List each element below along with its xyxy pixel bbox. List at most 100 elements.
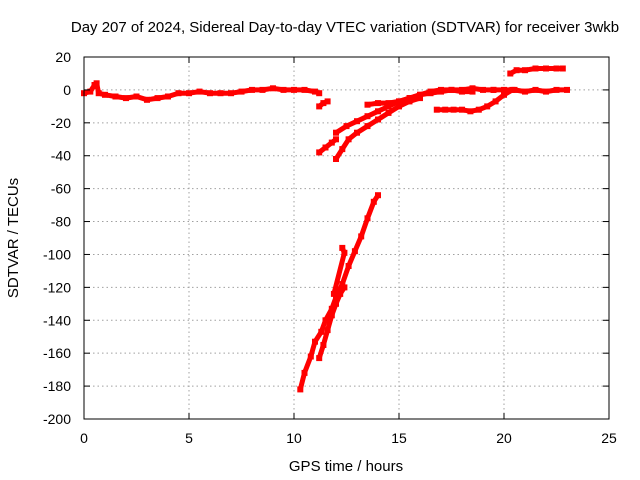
data-point [345,263,352,269]
data-point [484,103,491,110]
data-point [95,90,102,97]
data-point [438,86,444,93]
series-track-dip-track-c [333,95,423,162]
x-tick-label: 25 [601,430,617,446]
data-point [196,88,203,95]
data-point [543,65,549,72]
data-point [312,88,318,95]
data-point [522,67,528,74]
data-point [490,86,497,93]
data-point [320,100,327,107]
data-point [333,156,339,162]
data-point [324,98,331,105]
data-point [375,100,381,107]
data-point [475,106,482,113]
data-point [333,136,339,143]
data-point [396,98,402,105]
data-point [333,294,339,301]
data-point [87,88,94,95]
data-point [406,95,413,102]
data-point [339,146,346,153]
data-point [316,90,323,97]
data-point [102,91,108,98]
data-point [297,386,304,393]
data-point [375,108,381,115]
data-point [507,70,514,77]
data-point [341,249,348,256]
data-point [559,65,566,72]
data-point [339,244,346,251]
data-point [238,88,245,95]
x-tick-label: 20 [496,430,512,446]
data-point [442,106,449,113]
data-point [522,88,528,95]
data-point [469,88,476,95]
x-tick-label: 5 [185,430,193,446]
data-point [333,129,339,136]
data-point [375,192,381,199]
data-point [480,86,486,93]
data-point [333,300,339,307]
data-point [249,86,255,93]
x-tick-label: 10 [286,430,302,446]
x-tick-label: 15 [391,430,407,446]
data-point [301,86,308,93]
data-point [291,86,297,93]
data-point [280,86,287,93]
data-point [337,290,344,297]
data-point [93,80,100,87]
data-point [112,93,119,100]
data-point [320,342,327,348]
y-tick-label: -140 [43,312,71,328]
data-point [532,65,539,72]
data-point [364,123,371,130]
data-point [385,103,392,110]
y-tick-label: -200 [43,411,71,427]
data-point [123,95,129,102]
data-point [417,95,423,102]
data-point [339,281,346,288]
data-point [385,100,392,107]
y-tick-label: -120 [43,279,71,295]
data-point [270,85,276,92]
data-point [322,317,329,324]
data-point [316,149,323,156]
data-point [328,312,335,319]
data-point [186,90,192,97]
data-point [322,144,329,151]
data-point [532,86,539,93]
y-tick-label: 0 [63,82,71,98]
data-point [469,85,476,92]
data-point [364,101,371,108]
data-point [364,113,371,120]
data-point [316,355,323,362]
tick-layer: 0 5 10 15 20 25 20 0 -20 -40 -60 -80 -100 -120 -140 -16… [43,49,617,446]
y-tick-label: -60 [51,181,71,197]
data-point [330,290,337,297]
data-point [459,88,465,95]
data-point [301,369,308,376]
data-point [175,90,182,97]
y-axis-label: SDTVAR / TECUs [5,178,22,298]
data-point [553,86,560,93]
y-tick-label: -40 [51,148,71,164]
data-point [448,86,455,93]
x-tick-label: 0 [80,430,88,446]
data-point [324,327,331,334]
y-tick-label: -160 [43,345,71,361]
data-point [450,106,457,113]
data-point [318,328,325,335]
data-point [217,90,224,97]
data-point [312,338,318,345]
data-point [144,96,150,103]
data-point [370,198,377,205]
data-point [467,108,474,115]
x-axis-label: GPS time / hours [289,458,403,475]
data-point [207,90,213,97]
data-point [553,65,560,72]
data-point [354,129,360,136]
y-tick-label: -180 [43,378,71,394]
data-point [406,98,413,105]
data-point [358,233,365,240]
y-tick-label: -20 [51,115,71,131]
